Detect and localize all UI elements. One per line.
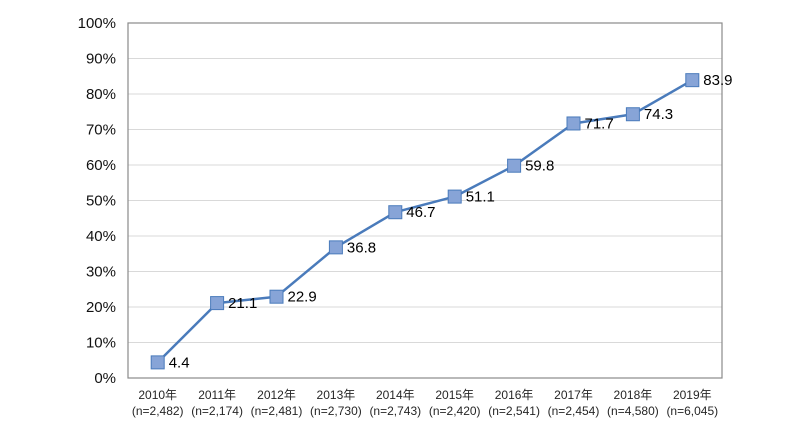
x-axis-sample-size-label: (n=2,541) [488, 404, 540, 418]
y-axis-tick-label: 20% [86, 299, 116, 316]
data-point-label: 21.1 [228, 295, 257, 312]
series-line [156, 78, 694, 364]
x-axis-year-label: 2018年 [614, 388, 653, 402]
x-axis-year-label: 2016年 [495, 388, 534, 402]
data-point-marker [269, 289, 284, 304]
x-axis-sample-size-label: (n=4,580) [607, 404, 659, 418]
x-axis-year-label: 2019年 [673, 388, 712, 402]
data-point-label: 4.4 [169, 354, 190, 371]
data-point-marker [388, 205, 403, 220]
x-axis-sample-size-label: (n=2,420) [429, 404, 481, 418]
data-point-marker [150, 355, 165, 370]
x-axis-year-label: 2010年 [138, 388, 177, 402]
y-axis-tick-label: 90% [86, 51, 116, 68]
x-axis-year-label: 2014年 [376, 388, 415, 402]
data-point-label: 36.8 [347, 239, 376, 256]
x-axis-year-label: 2012年 [257, 388, 296, 402]
data-point-marker [507, 158, 522, 173]
x-axis-sample-size-label: (n=2,481) [251, 404, 303, 418]
x-axis-year-label: 2013年 [317, 388, 356, 402]
data-point-marker [447, 189, 462, 204]
x-axis-sample-size-label: (n=2,482) [132, 404, 184, 418]
y-axis-tick-label: 40% [86, 228, 116, 245]
x-axis-sample-size-label: (n=2,174) [191, 404, 243, 418]
data-point-label: 51.1 [466, 189, 495, 206]
data-point-label: 74.3 [644, 106, 673, 123]
data-point-marker [566, 116, 581, 131]
y-axis-tick-label: 100% [78, 15, 116, 32]
y-axis-tick-label: 0% [94, 370, 116, 387]
data-point-label: 22.9 [288, 289, 317, 306]
x-axis-year-label: 2015年 [435, 388, 474, 402]
y-axis-tick-label: 50% [86, 193, 116, 210]
x-axis-year-label: 2017年 [554, 388, 593, 402]
data-point-marker [685, 73, 700, 88]
plot-border [127, 22, 723, 379]
x-axis-sample-size-label: (n=2,743) [369, 404, 421, 418]
data-point-marker [210, 296, 225, 311]
y-axis-tick-label: 10% [86, 335, 116, 352]
y-axis-tick-label: 70% [86, 122, 116, 139]
data-point-label: 71.7 [585, 115, 614, 132]
data-point-label: 46.7 [406, 204, 435, 221]
data-point-marker [328, 240, 343, 255]
data-point-label: 59.8 [525, 158, 554, 175]
y-axis-tick-label: 80% [86, 86, 116, 103]
y-axis-tick-label: 60% [86, 157, 116, 174]
x-axis-sample-size-label: (n=2,454) [548, 404, 600, 418]
data-point-label: 83.9 [703, 72, 732, 89]
x-axis-sample-size-label: (n=2,730) [310, 404, 362, 418]
x-axis-year-label: 2011年 [198, 388, 236, 402]
x-axis-sample-size-label: (n=6,045) [666, 404, 718, 418]
y-axis-tick-label: 30% [86, 264, 116, 281]
data-point-marker [625, 107, 640, 122]
